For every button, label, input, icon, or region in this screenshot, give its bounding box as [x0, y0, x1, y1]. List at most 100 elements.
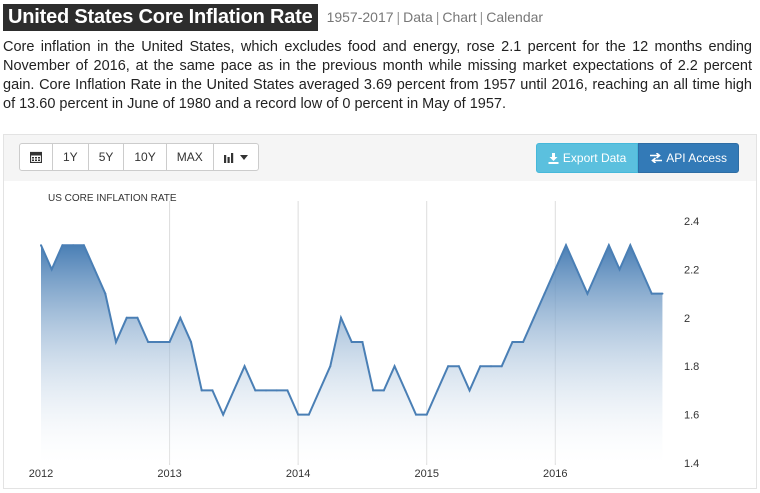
data-point	[468, 389, 471, 392]
x-tick-label: 2015	[414, 468, 438, 480]
data-point	[490, 365, 492, 368]
data-point	[61, 244, 64, 247]
data-point	[575, 268, 578, 271]
chart-type-dropdown[interactable]	[212, 143, 259, 171]
api-access-button[interactable]: API Access	[638, 143, 739, 173]
data-point	[232, 389, 235, 392]
page-header: United States Core Inflation Rate 1957-2…	[3, 3, 544, 31]
data-link[interactable]: Data	[403, 9, 433, 25]
y-tick-label: 1.6	[684, 410, 699, 422]
data-point	[543, 292, 546, 295]
data-point	[522, 341, 525, 343]
exchange-icon	[650, 153, 663, 163]
calendar-icon	[30, 151, 42, 163]
data-point	[372, 389, 375, 392]
range-1y-button[interactable]: 1Y	[52, 143, 89, 171]
bar-chart-icon	[223, 152, 233, 163]
data-point	[50, 268, 53, 271]
data-point	[554, 268, 557, 271]
data-point	[607, 244, 610, 247]
range-10y-button[interactable]: 10Y	[123, 143, 167, 171]
calendar-button[interactable]	[19, 143, 53, 171]
data-point	[629, 244, 632, 247]
data-point	[415, 413, 417, 416]
data-point	[640, 268, 642, 271]
x-tick-label: 2013	[157, 468, 181, 480]
chart-link[interactable]: Chart	[442, 9, 477, 25]
data-point	[382, 389, 385, 392]
data-point	[125, 316, 128, 319]
header-subnav: 1957-2017 | Data | Chart | Calendar	[326, 9, 544, 25]
range-max-button[interactable]: MAX	[165, 143, 214, 171]
x-tick-label: 2014	[286, 468, 310, 480]
chart-panel: 1Y 5Y 10Y MAX Export Data	[3, 134, 757, 489]
data-point	[104, 292, 107, 295]
data-point	[136, 316, 139, 319]
data-point	[72, 244, 75, 247]
data-point	[329, 365, 332, 368]
data-point	[350, 341, 353, 343]
api-access-label: API Access	[666, 151, 727, 165]
area-fill	[41, 245, 663, 463]
data-point	[40, 244, 42, 247]
data-point	[115, 341, 117, 343]
export-data-label: Export Data	[562, 151, 627, 165]
page-title: United States Core Inflation Rate	[3, 3, 318, 31]
data-point	[275, 389, 278, 392]
download-icon	[548, 152, 559, 164]
calendar-link[interactable]: Calendar	[486, 9, 544, 25]
description-text: Core inflation in the United States, whi…	[3, 39, 752, 112]
data-point	[511, 341, 514, 343]
export-data-button[interactable]: Export Data	[535, 143, 639, 173]
data-point	[447, 365, 450, 368]
caret-down-icon	[239, 154, 248, 160]
data-point	[147, 341, 150, 343]
data-point	[254, 389, 257, 392]
data-point	[82, 244, 85, 247]
data-point	[307, 413, 310, 416]
data-point	[179, 316, 182, 319]
range-5y-button[interactable]: 5Y	[87, 143, 125, 171]
data-point	[297, 413, 300, 416]
data-point	[286, 389, 289, 392]
data-point	[393, 365, 396, 368]
data-point	[190, 341, 192, 343]
data-point	[157, 341, 160, 343]
action-buttons: Export Data API Access	[535, 143, 739, 173]
x-tick-label: 2012	[29, 468, 53, 480]
y-tick-label: 2.2	[684, 264, 699, 276]
chart-title: US CORE INFLATION RATE	[48, 193, 177, 204]
x-tick-label: 2016	[543, 468, 567, 480]
inflation-area-chart: US CORE INFLATION RATE 1.41.61.822.22.4 …	[29, 193, 700, 480]
chart-plot-area: US CORE INFLATION RATE 1.4 1.6 1.8 2 2.2 2.4 …	[4, 181, 756, 488]
data-point	[243, 365, 246, 368]
data-point	[565, 244, 567, 247]
y-tick-label: 1.8	[684, 361, 699, 373]
date-range: 1957-2017	[326, 9, 394, 25]
y-tick-label: 1.4	[684, 458, 699, 470]
data-point	[500, 365, 503, 368]
data-point	[340, 316, 342, 319]
data-point	[532, 316, 535, 319]
data-point	[479, 365, 482, 368]
data-point	[586, 292, 589, 295]
data-point	[404, 389, 407, 392]
data-point	[200, 389, 203, 392]
data-point	[457, 365, 460, 368]
range-button-group: 1Y 5Y 10Y MAX	[19, 143, 259, 171]
data-point	[650, 292, 653, 295]
data-point	[93, 268, 96, 271]
data-point	[318, 389, 321, 392]
data-point	[168, 341, 171, 343]
data-point	[265, 389, 267, 392]
data-point	[597, 268, 600, 271]
data-point	[222, 413, 225, 416]
data-point	[361, 341, 364, 343]
data-point	[618, 268, 621, 271]
data-point	[661, 292, 664, 295]
y-tick-label: 2	[684, 313, 690, 325]
y-tick-label: 2.4	[684, 216, 699, 228]
data-point	[211, 389, 214, 392]
data-point	[425, 413, 428, 416]
data-point	[436, 389, 439, 392]
